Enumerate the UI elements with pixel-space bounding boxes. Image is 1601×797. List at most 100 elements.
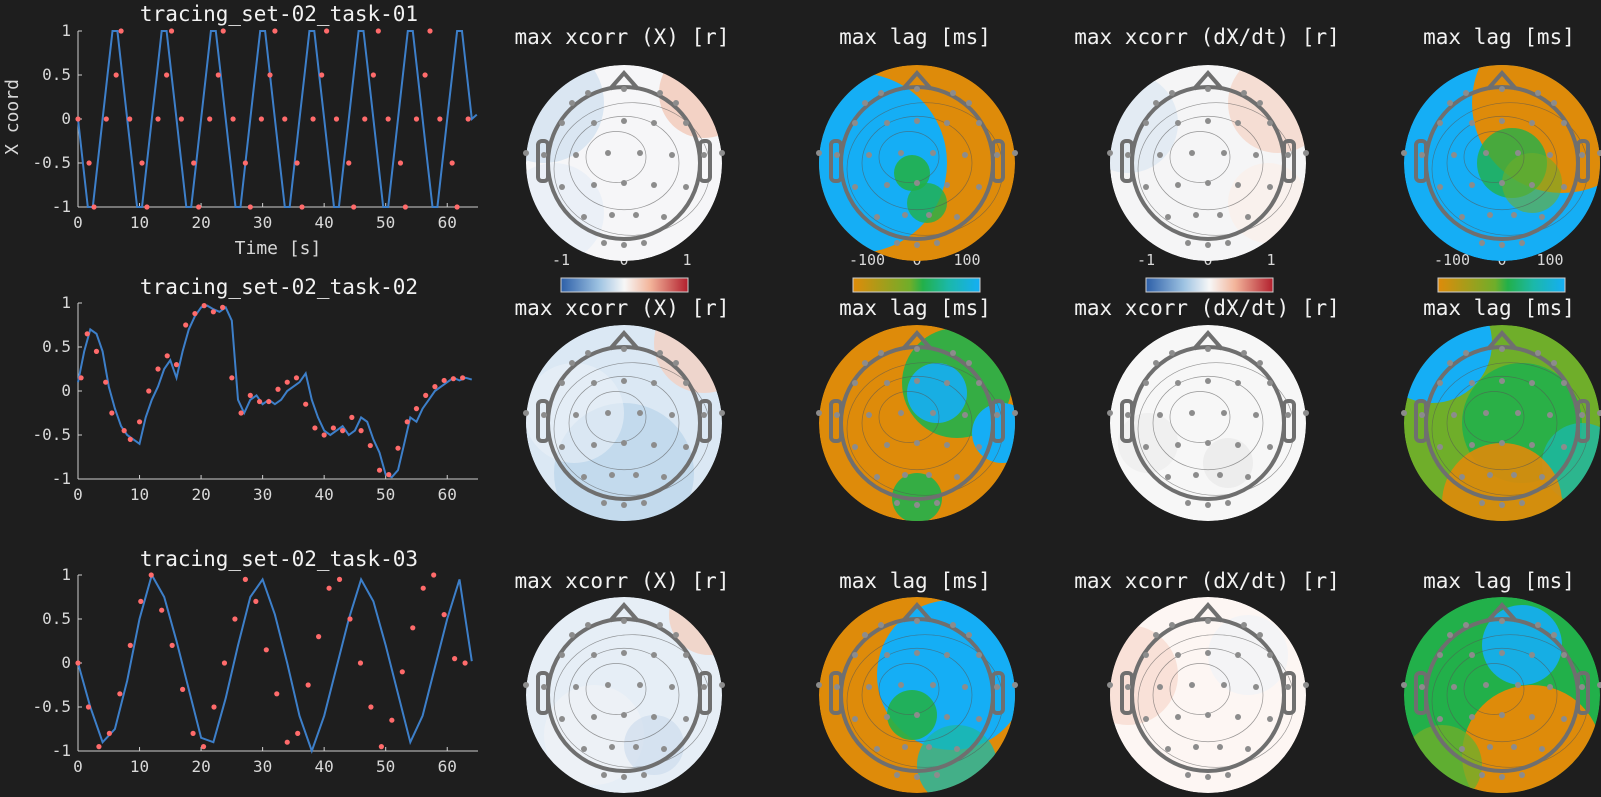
left-ear-outline [1120,399,1134,443]
target-marker [113,72,119,78]
target-marker [103,116,109,122]
electrode-marker [1235,652,1241,658]
electrode-marker [816,410,822,416]
nose-outline [608,329,640,351]
target-marker [422,72,428,78]
topomap-head [1107,597,1309,793]
electrode-marker [1189,410,1195,416]
target-marker [375,28,381,34]
electrode-marker [673,632,679,638]
electrode-marker [1217,744,1223,750]
electrode-marker [1285,152,1291,158]
electrode-marker [569,360,575,366]
right-ear-outline [1282,399,1296,443]
y-tick-label: 1 [61,293,71,312]
nose-outline [1486,69,1518,91]
target-marker [78,375,84,381]
target-marker [148,572,154,578]
left-ear-outline [1414,671,1428,715]
electrode-marker [581,214,587,220]
electrode-marker [884,714,890,720]
topomap-region [1542,423,1600,503]
electrode-marker [651,714,657,720]
electrode-marker [944,442,950,448]
electrode-marker [1515,410,1521,416]
nose-outline [1192,69,1224,91]
electrode-marker [1245,214,1251,220]
electrode-marker [1499,242,1505,248]
electrode-marker [1437,444,1443,450]
topomap-region [907,183,947,223]
electrode-marker [1469,442,1475,448]
electrode-marker [1483,150,1489,156]
topomap-head [1401,597,1601,793]
electrode-marker [1579,684,1585,690]
electrode-marker [976,444,982,450]
topomap-title: max xcorr (dX/dt) [r] [1074,25,1340,49]
nose-outline [1192,601,1224,623]
target-marker [362,116,368,122]
y-tick-label: 0 [61,381,71,400]
contour-line [1152,647,1264,743]
electrode-marker [914,440,920,446]
electrode-marker [621,180,627,186]
electrode-marker [701,684,707,690]
target-marker [347,616,353,622]
electrode-marker [834,152,840,158]
electrode-marker [683,716,689,722]
electrode-marker [1205,346,1211,352]
target-marker [85,704,92,710]
target-marker [293,375,300,381]
electrode-marker [1253,412,1259,418]
electrode-marker [1469,380,1475,386]
electrode-marker [1235,442,1241,448]
target-marker [93,348,100,354]
electrode-marker [834,412,840,418]
topomap-head [1401,65,1601,261]
electrode-marker [621,86,627,92]
electrode-marker [621,650,627,656]
electrode-marker [1205,502,1211,508]
contour-line [1169,663,1231,715]
electrode-marker [930,150,936,156]
electrode-marker [621,712,627,718]
electrode-marker [944,380,950,386]
electrode-marker [1469,182,1475,188]
topomap-head [523,597,725,793]
trace-line [77,572,473,755]
electrode-marker [1205,712,1211,718]
x-tick-label: 60 [438,485,457,504]
electrode-marker [1597,410,1601,416]
target-marker [121,428,127,434]
electrode-marker [585,350,591,356]
electrode-marker [894,772,900,778]
electrode-marker [1267,652,1273,658]
electrode-marker [1561,184,1567,190]
electrode-marker [591,442,597,448]
topomap-region [907,363,967,423]
electrode-marker [591,182,597,188]
electrode-marker [569,632,575,638]
target-marker [258,116,264,122]
electrode-marker [1499,712,1505,718]
target-marker [168,28,175,34]
contour-line [568,647,680,743]
x-tick-label: 10 [130,757,149,776]
electrode-marker [1515,150,1521,156]
electrode-marker [950,90,956,96]
contour-line [1169,131,1231,183]
electrode-marker [954,214,960,220]
target-marker [454,204,460,210]
electrode-marker [559,120,565,126]
target-marker [274,691,280,697]
electrode-marker [1499,378,1505,384]
target-marker [386,472,392,478]
electrode-marker [559,716,565,722]
electrode-marker [601,240,607,246]
left-ear-outline [829,399,843,443]
electrode-marker [1511,744,1517,750]
target-marker [437,116,443,122]
topomap-region [887,690,937,740]
target-marker [378,744,384,750]
x-tick-label: 50 [376,213,395,232]
